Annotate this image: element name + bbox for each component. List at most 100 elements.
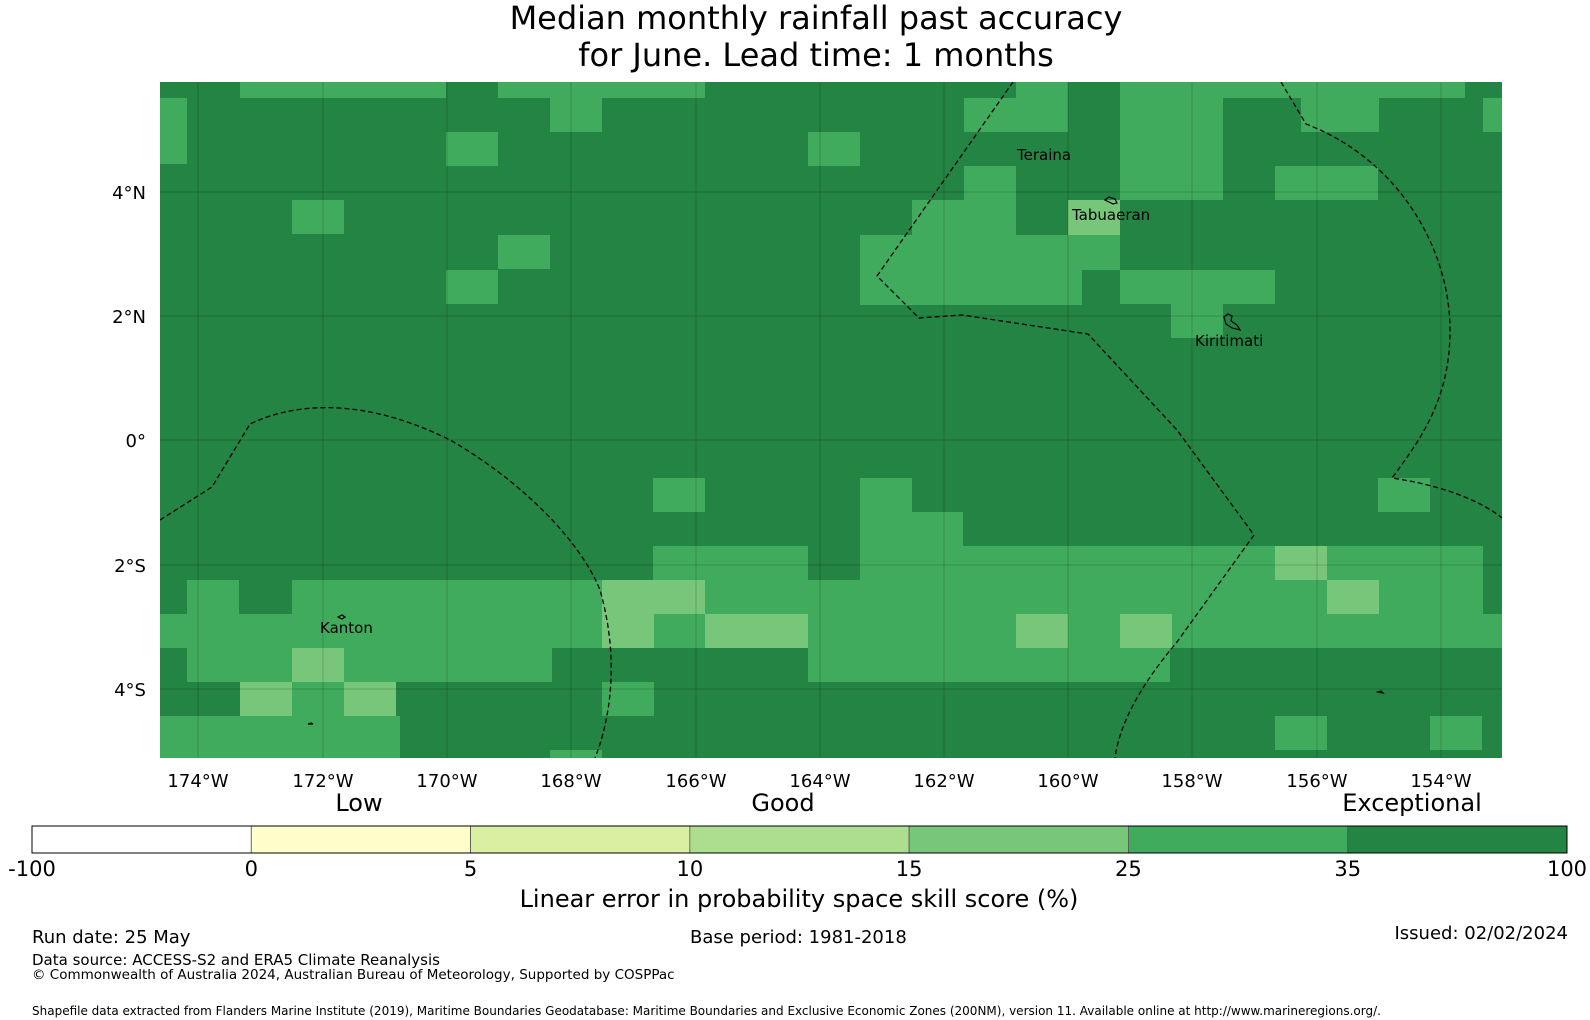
colorbar-label: Linear error in probability space skill … [520, 885, 1079, 913]
lon-label: 164°W [789, 771, 850, 792]
skill-cell [1171, 304, 1223, 338]
skill-cell [1430, 716, 1482, 750]
legend-category-low: Low [335, 789, 382, 817]
lat-label: 4°S [114, 680, 146, 701]
colorbar-segment [250, 825, 471, 854]
colorbar-segment [689, 825, 910, 854]
lat-label: 2°N [112, 307, 146, 328]
lon-label: 172°W [292, 771, 353, 792]
skill-cell [240, 82, 446, 98]
colorbar-segment [1128, 825, 1349, 854]
lon-label: 170°W [416, 771, 477, 792]
eez-boundaries [160, 82, 1502, 758]
colorbar [31, 825, 1568, 854]
skill-score-cells [160, 82, 1502, 758]
skill-cell [1016, 82, 1068, 132]
skill-cell [498, 82, 550, 98]
skill-cell [160, 716, 400, 758]
island-small-2 [1375, 690, 1385, 694]
skill-cell [292, 580, 1483, 614]
colorbar-segment [31, 825, 252, 854]
skill-cell [1068, 235, 1120, 270]
skill-cell [1275, 82, 1465, 98]
skill-cell [860, 546, 1483, 580]
lon-label: 158°W [1161, 771, 1222, 792]
colorbar-tick-label: 0 [245, 857, 258, 881]
eez-boundary-line-central [876, 82, 1255, 758]
island-kiritimati [1223, 313, 1242, 331]
skill-cell [550, 750, 602, 758]
skill-cell [1275, 716, 1327, 750]
skill-cell [653, 478, 705, 512]
skill-cell [344, 682, 396, 716]
place-label-kiritimati: Kiritimati [1195, 332, 1263, 350]
base-period: Base period: 1981-2018 [690, 927, 907, 948]
title-line-2: for June. Lead time: 1 months [578, 36, 1054, 74]
skill-cell [860, 478, 912, 512]
colorbar-tick-label: 100 [1547, 857, 1587, 881]
lon-label: 174°W [167, 771, 228, 792]
lat-label: 2°S [114, 556, 146, 577]
skill-cell [446, 132, 498, 166]
shapefile-credit: Shapefile data extracted from Flanders M… [32, 1004, 1381, 1018]
lat-label: 4°N [112, 183, 146, 204]
skill-score-map [160, 82, 1502, 758]
skill-cell [550, 82, 602, 132]
colorbar-segment [1347, 825, 1568, 854]
lon-label: 160°W [1037, 771, 1098, 792]
skill-cell [292, 648, 344, 682]
island-small-1 [307, 722, 314, 725]
skill-cell [160, 614, 1502, 648]
island-tabuaeran [1103, 196, 1118, 205]
colorbar-border [31, 825, 1568, 854]
skill-cell [498, 235, 550, 269]
lon-label: 154°W [1410, 771, 1471, 792]
skill-cell [187, 648, 552, 682]
colorbar-tick-label: 15 [896, 857, 923, 881]
skill-cell [860, 235, 1082, 305]
skill-cell [1120, 270, 1275, 304]
skill-cell [808, 648, 1170, 682]
skill-cell [653, 546, 808, 580]
lon-label: 162°W [913, 771, 974, 792]
skill-cell [1223, 82, 1275, 98]
copyright: © Commonwealth of Australia 2024, Austra… [32, 967, 675, 983]
skill-cell [240, 682, 292, 716]
colorbar-tick-label: 35 [1334, 857, 1361, 881]
skill-cell [1275, 546, 1327, 580]
colorbar-tick-label: 10 [676, 857, 703, 881]
lat-label: 0° [126, 431, 146, 452]
data-source: Data source: ACCESS-S2 and ERA5 Climate … [32, 951, 440, 969]
skill-cell [860, 512, 963, 546]
colorbar-segment [908, 825, 1129, 854]
lon-label: 166°W [665, 771, 726, 792]
colorbar-tick-label: 25 [1115, 857, 1142, 881]
skill-cell [808, 132, 860, 166]
skill-cell [1327, 580, 1379, 614]
legend-category-exceptional: Exceptional [1342, 789, 1482, 817]
island-kanton [336, 614, 347, 620]
skill-cell [602, 580, 705, 614]
place-label-tabuaeran: Tabuaeran [1071, 206, 1150, 224]
skill-cell [602, 614, 654, 648]
skill-cell [1068, 200, 1120, 235]
skill-cell [160, 98, 187, 164]
colorbar-segment [470, 825, 691, 854]
lon-label: 168°W [540, 771, 601, 792]
lon-label: 156°W [1286, 771, 1347, 792]
colorbar-tick-label: 5 [464, 857, 477, 881]
skill-cell [1120, 614, 1172, 648]
islands [307, 196, 1385, 725]
skill-cell [1483, 98, 1502, 132]
place-label-teraina: Teraina [1016, 146, 1071, 164]
map-title: Median monthly rainfall past accuracy fo… [158, 0, 1474, 74]
skill-cell [1120, 82, 1223, 132]
skill-cell [187, 580, 239, 614]
skill-cell [1120, 132, 1223, 200]
skill-cell [1275, 166, 1378, 200]
skill-cell [705, 614, 808, 648]
skill-cell [1016, 614, 1068, 648]
legend-category-good: Good [751, 789, 814, 817]
issued-date: Issued: 02/02/2024 [1394, 923, 1568, 944]
